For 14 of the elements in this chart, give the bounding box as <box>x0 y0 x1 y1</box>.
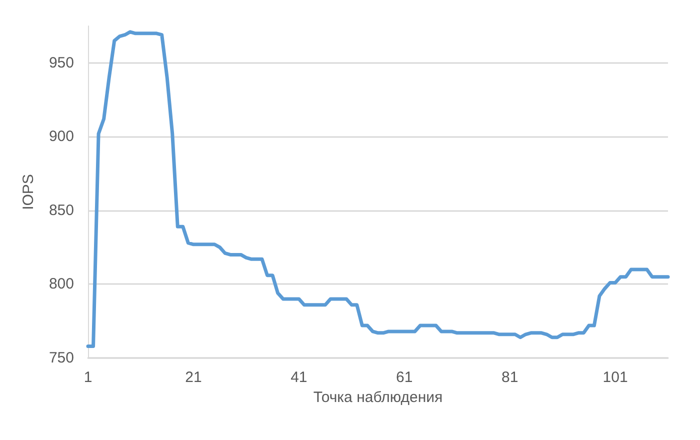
x-axis-title: Точка наблюдения <box>313 388 443 406</box>
x-tick-label: 61 <box>396 369 413 386</box>
y-tick-label: 950 <box>48 54 74 72</box>
y-tick-label: 850 <box>48 202 74 219</box>
y-tick-label: 900 <box>48 128 74 146</box>
x-tick-label: 81 <box>501 369 518 386</box>
y-tick-label: 800 <box>48 276 74 293</box>
y-tick-label: 750 <box>48 350 74 366</box>
x-tick-label: 101 <box>602 369 628 386</box>
y-axis-title: IOPS <box>20 174 37 210</box>
x-tick-label: 1 <box>84 369 92 386</box>
x-tick-label: 21 <box>185 369 202 386</box>
x-tick-label: 41 <box>290 369 308 386</box>
line-series <box>86 30 670 348</box>
